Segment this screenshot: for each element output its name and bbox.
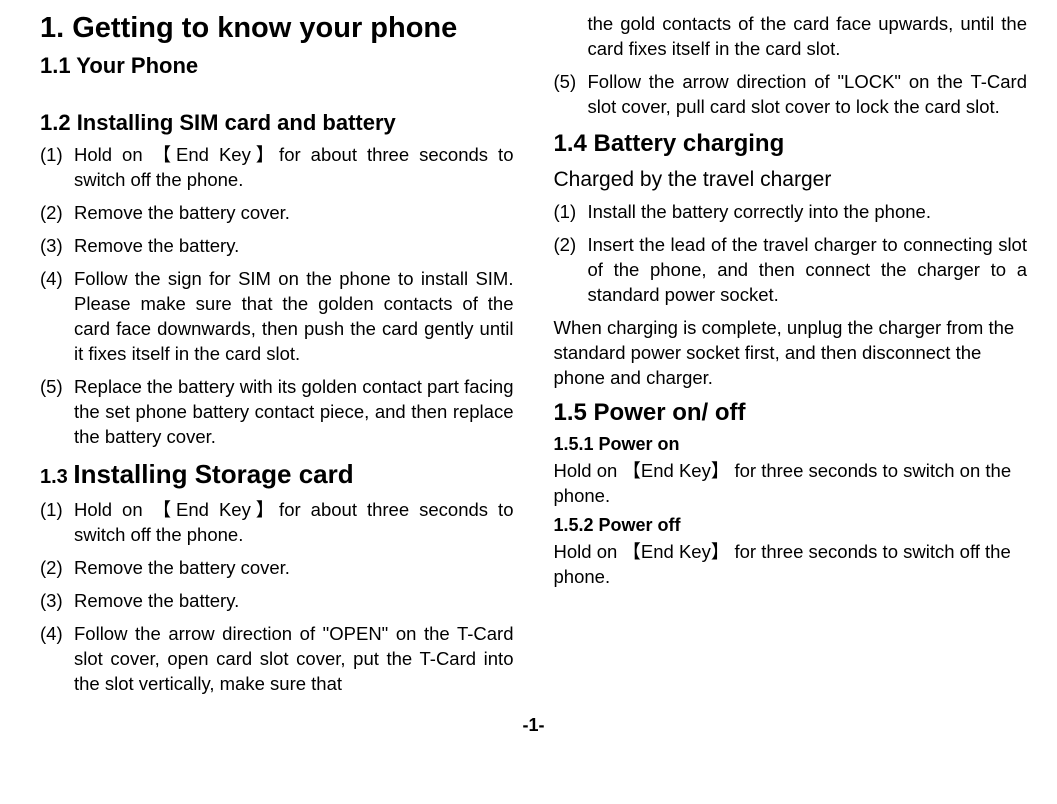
section-1-5-2-body: Hold on 【End Key】 for three seconds to s… [554, 540, 1028, 590]
list-item: (1) Hold on 【End Key】for about three sec… [40, 498, 514, 548]
list-item: (1) Hold on 【End Key】for about three sec… [40, 143, 514, 193]
section-1-3-main: Installing Storage card [73, 459, 353, 489]
page-number: -1- [40, 715, 1027, 736]
list-text: Follow the arrow direction of "LOCK" on … [588, 70, 1028, 120]
section-1-1-title: 1.1 Your Phone [40, 52, 514, 81]
list-number: (4) [40, 267, 74, 367]
list-item: (4) Follow the sign for SIM on the phone… [40, 267, 514, 367]
list-item: (5) Follow the arrow direction of "LOCK"… [554, 70, 1028, 120]
spacer [40, 87, 514, 105]
list-item: (1) Install the battery correctly into t… [554, 200, 1028, 225]
list-text: Remove the battery. [74, 589, 514, 614]
right-column: the gold contacts of the card face upwar… [554, 10, 1028, 705]
list-number: (2) [40, 201, 74, 226]
continuation-text: the gold contacts of the card face upwar… [554, 12, 1028, 62]
list-item: (3) Remove the battery. [40, 589, 514, 614]
manual-page: 1. Getting to know your phone 1.1 Your P… [0, 0, 1057, 746]
section-1-2-title: 1.2 Installing SIM card and battery [40, 109, 514, 138]
list-text: Remove the battery. [74, 234, 514, 259]
list-number: (3) [40, 234, 74, 259]
list-text: Hold on 【End Key】for about three seconds… [74, 498, 514, 548]
chapter-title: 1. Getting to know your phone [40, 10, 514, 46]
list-item: (2) Remove the battery cover. [40, 556, 514, 581]
section-1-5-title: 1.5 Power on/ off [554, 397, 1028, 428]
list-number: (2) [554, 233, 588, 308]
list-item: (2) Remove the battery cover. [40, 201, 514, 226]
list-text: Replace the battery with its golden cont… [74, 375, 514, 450]
list-item: (5) Replace the battery with its golden … [40, 375, 514, 450]
list-item: (4) Follow the arrow direction of "OPEN"… [40, 622, 514, 697]
list-item: (3) Remove the battery. [40, 234, 514, 259]
list-text: Follow the arrow direction of "OPEN" on … [74, 622, 514, 697]
left-column: 1. Getting to know your phone 1.1 Your P… [40, 10, 514, 705]
section-1-4-title: 1.4 Battery charging [554, 128, 1028, 159]
list-number: (2) [40, 556, 74, 581]
section-1-3-title: 1.3 Installing Storage card [40, 458, 514, 492]
spacer [554, 12, 588, 62]
section-1-3-prefix: 1.3 [40, 466, 73, 488]
list-number: (5) [554, 70, 588, 120]
list-text: Remove the battery cover. [74, 201, 514, 226]
section-1-3-list: (1) Hold on 【End Key】for about three sec… [40, 498, 514, 697]
list-number: (4) [40, 622, 74, 697]
section-1-5-1-title: 1.5.1 Power on [554, 434, 1028, 455]
section-1-2-list: (1) Hold on 【End Key】for about three sec… [40, 143, 514, 450]
list-text: Hold on 【End Key】for about three seconds… [74, 143, 514, 193]
list-number: (1) [554, 200, 588, 225]
list-text: Follow the sign for SIM on the phone to … [74, 267, 514, 367]
two-column-layout: 1. Getting to know your phone 1.1 Your P… [40, 10, 1027, 705]
list-number: (1) [40, 143, 74, 193]
section-1-5-2-title: 1.5.2 Power off [554, 515, 1028, 536]
section-1-4-subtitle: Charged by the travel charger [554, 165, 1028, 194]
section-1-5-1-body: Hold on 【End Key】 for three seconds to s… [554, 459, 1028, 509]
list-text: Insert the lead of the travel charger to… [588, 233, 1028, 308]
list-number: (5) [40, 375, 74, 450]
list-item: (2) Insert the lead of the travel charge… [554, 233, 1028, 308]
list-number: (1) [40, 498, 74, 548]
list-text: Install the battery correctly into the p… [588, 200, 1028, 225]
section-1-4-paragraph: When charging is complete, unplug the ch… [554, 316, 1028, 391]
section-1-4-list: (1) Install the battery correctly into t… [554, 200, 1028, 308]
list-number: (3) [40, 589, 74, 614]
list-text: Remove the battery cover. [74, 556, 514, 581]
continuation-body: the gold contacts of the card face upwar… [588, 12, 1028, 62]
